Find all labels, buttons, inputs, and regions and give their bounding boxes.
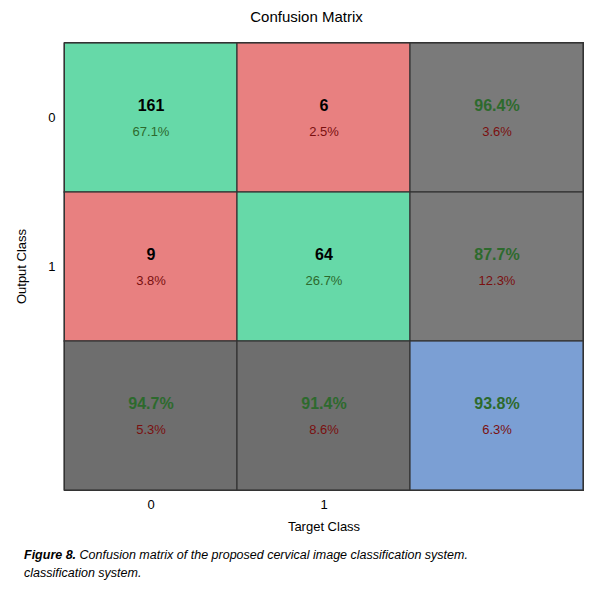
svg-text:26.7%26.7: 26.7%26.7 [306, 273, 343, 288]
svg-text:5.3%5.3: 5.3%5.3 [136, 422, 166, 437]
svg-text:99: 99 [147, 246, 156, 263]
svg-text:Target Class: Target Class [288, 519, 361, 534]
svg-text:6.3%6.3: 6.3%6.3 [482, 422, 512, 437]
svg-text:1: 1 [320, 497, 327, 512]
svg-text:2.5%2.5: 2.5%2.5 [309, 124, 339, 139]
svg-text:6464: 6464 [315, 246, 333, 263]
svg-text:87.7%87.7: 87.7%87.7 [474, 246, 519, 263]
svg-text:67.1%67.1: 67.1%67.1 [133, 124, 170, 139]
svg-text:96.4%96.4: 96.4%96.4 [474, 97, 519, 114]
svg-text:66: 66 [320, 97, 329, 114]
svg-text:0: 0 [48, 110, 55, 125]
svg-text:3.6%3.6: 3.6%3.6 [482, 124, 512, 139]
html-text:Confusion Matrix: Confusion Matrix [250, 8, 363, 25]
svg-text:94.7%94.7: 94.7%94.7 [128, 395, 173, 412]
svg-text:161161: 161161 [138, 97, 165, 114]
svg-text:93.8%93.8: 93.8%93.8 [474, 395, 519, 412]
html-text:classification system.: classification system. [24, 566, 142, 580]
svg-text:3.8%3.8: 3.8%3.8 [136, 273, 166, 288]
svg-text:Output Class: Output Class [14, 228, 29, 304]
html-text:Figure 8. Confusion matrix of: Figure 8. Confusion matrix of the propos… [24, 548, 468, 562]
svg-text:1: 1 [48, 259, 55, 274]
svg-text:91.4%91.4: 91.4%91.4 [301, 395, 346, 412]
svg-text:8.6%8.6: 8.6%8.6 [309, 422, 339, 437]
svg-text:12.3%12.3: 12.3%12.3 [479, 273, 516, 288]
svg-text:0: 0 [147, 497, 154, 512]
